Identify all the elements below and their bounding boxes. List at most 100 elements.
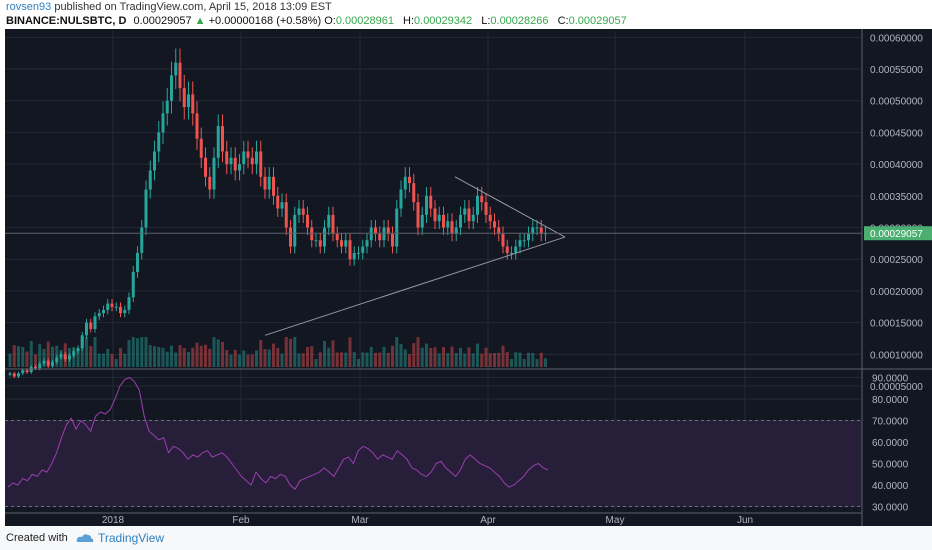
time-tick-label: May [606, 515, 625, 526]
volume-bar [140, 337, 144, 367]
time-tick-label: Feb [232, 515, 250, 526]
candle-body [178, 62, 182, 89]
candle-body [8, 373, 12, 375]
rsi-pane[interactable] [5, 376, 862, 508]
price-tick-label: 0.00025000 [870, 255, 923, 266]
candle-body [238, 164, 241, 171]
volume-bar [29, 341, 33, 367]
trendline-support [264, 236, 566, 336]
volume-bar [463, 353, 467, 367]
time-tick-label: Mar [351, 515, 369, 526]
candle-body [242, 151, 246, 165]
candle-body [527, 233, 530, 241]
candle-body [327, 214, 331, 228]
candle-body [267, 176, 271, 190]
volume-bar [505, 352, 509, 367]
price-pane[interactable] [5, 48, 862, 379]
candle-body [399, 189, 403, 209]
author-link[interactable]: rovsen93 [6, 1, 52, 13]
price-tick-label: 0.00005000 [870, 382, 923, 393]
volume-bar [250, 354, 254, 367]
volume-bar [446, 353, 450, 367]
volume-bar [433, 347, 437, 367]
volume-bar [488, 353, 492, 367]
volume-bar [174, 352, 178, 367]
volume-bar [153, 346, 156, 367]
volume-bar [408, 354, 411, 367]
volume-bar [263, 349, 267, 367]
volume-bar [310, 346, 314, 367]
volume-bar [80, 337, 84, 367]
candle-body [480, 195, 484, 203]
candle-body [505, 246, 509, 253]
candle-body [63, 354, 67, 360]
tradingview-logo[interactable]: TradingView [76, 531, 164, 545]
rsi-tick-label: 90.0000 [872, 373, 909, 384]
volume-bar [382, 347, 386, 367]
volume-bar [148, 345, 152, 367]
volume-bar [425, 343, 428, 367]
candle-body [131, 271, 135, 298]
candle-body [471, 214, 475, 222]
rsi-line [7, 376, 549, 491]
volume-bar [255, 350, 258, 367]
candle-body [361, 246, 365, 253]
volume-bar [514, 352, 518, 367]
candle-body [182, 88, 186, 108]
volume-bar [386, 352, 390, 367]
candle-body [365, 240, 369, 247]
volume-bar [229, 354, 233, 367]
candle-body [165, 100, 169, 114]
candle-body [510, 252, 513, 254]
candle-body [263, 176, 267, 190]
candle-body [276, 195, 280, 209]
volume-bar [369, 347, 373, 367]
candle-body [314, 240, 318, 242]
chart-canvas[interactable]: 0.00060000 0.00055000 0.00050000 0.00045000… [0, 29, 932, 526]
open-value: 0.00028961 [335, 15, 394, 27]
volume-bar [331, 340, 335, 367]
rsi-tick-label: 40.0000 [872, 481, 909, 492]
candle-body [488, 214, 492, 222]
candle-body [34, 367, 37, 369]
candle-body [467, 208, 471, 222]
volume-bar [510, 359, 513, 367]
candle-body [323, 227, 326, 247]
volume-bar [420, 347, 424, 367]
volume-bar [233, 349, 237, 367]
trendline-resistance [454, 176, 566, 238]
volume-bar [501, 345, 505, 367]
volume-bar [348, 337, 352, 367]
volume-bar [195, 342, 199, 367]
candle-body [21, 370, 25, 374]
candle-body [306, 214, 309, 228]
candle-body [272, 176, 275, 196]
candle-body [497, 227, 501, 234]
volume-bar [378, 352, 382, 367]
volume-bar [165, 351, 169, 367]
volume-bar [527, 352, 530, 367]
volume-bar [306, 347, 309, 367]
volume-bar [17, 346, 20, 367]
candle-body [340, 240, 343, 247]
volume-bar [85, 337, 88, 367]
volume-bar [280, 353, 284, 367]
volume-bar [93, 337, 97, 367]
volume-bar [289, 339, 292, 367]
rsi-tick-label: 30.0000 [872, 503, 909, 514]
candle-body [459, 214, 462, 228]
volume-bar [450, 346, 454, 367]
candle-body [437, 214, 441, 222]
candle-body [301, 208, 305, 215]
candle-body [161, 113, 165, 133]
volume-bar [437, 353, 441, 367]
low-value: 0.00028266 [490, 15, 549, 27]
open-label: O: [324, 15, 336, 27]
candle-body [123, 309, 127, 314]
volume-bar [187, 351, 190, 367]
volume-bar [182, 347, 186, 367]
volume-bar [178, 345, 182, 367]
candle-body [395, 208, 399, 247]
volume-bar [471, 353, 475, 367]
volume-bar [216, 339, 220, 367]
